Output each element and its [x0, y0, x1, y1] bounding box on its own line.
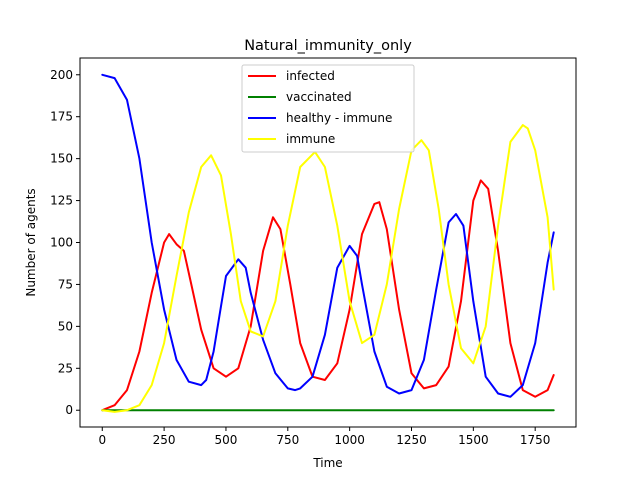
y-tick-label: 50 — [58, 319, 73, 333]
y-tick-label: 25 — [58, 361, 73, 375]
legend-box — [241, 64, 415, 153]
series-line-healthy-immune — [101, 73, 555, 398]
x-tick-label: 1000 — [334, 433, 365, 447]
legend-label: healthy - immune — [286, 111, 392, 125]
y-axis-title: Number of agents — [24, 188, 38, 296]
series-line-infected — [101, 179, 555, 412]
chart-title: Natural_immunity_only — [244, 38, 412, 54]
x-tick-label: 1500 — [458, 433, 489, 447]
x-tick-label: 0 — [98, 433, 106, 447]
y-tick-label: 200 — [50, 68, 73, 82]
x-tick-label: 250 — [153, 433, 176, 447]
x-tick-label: 750 — [276, 433, 299, 447]
legend: infected vaccinated healthy - immune immune — [241, 64, 415, 153]
x-tick-label: 1250 — [396, 433, 427, 447]
x-axis: 0 250 500 750 1000 1250 1500 1750 — [98, 427, 550, 447]
x-axis-title: Time — [312, 456, 342, 470]
series-line-immune — [101, 124, 555, 413]
y-tick-label: 0 — [65, 403, 73, 417]
y-tick-label: 175 — [50, 110, 73, 124]
y-tick-label: 100 — [50, 236, 73, 250]
y-tick-label: 150 — [50, 152, 73, 166]
y-tick-label: 75 — [58, 277, 73, 291]
plot-area — [101, 73, 555, 413]
y-axis: 0 25 50 75 100 125 150 175 200 — [50, 68, 80, 417]
x-tick-label: 500 — [215, 433, 238, 447]
legend-label: vaccinated — [286, 90, 352, 104]
y-tick-label: 125 — [50, 194, 73, 208]
x-tick-label: 1750 — [520, 433, 551, 447]
legend-label: immune — [286, 132, 335, 146]
legend-label: infected — [286, 69, 335, 83]
